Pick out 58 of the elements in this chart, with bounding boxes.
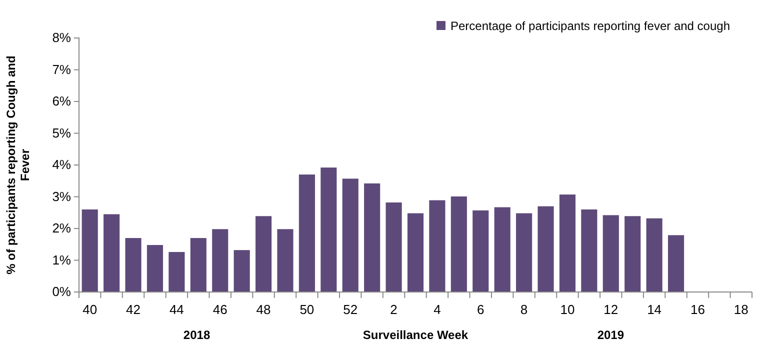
x-axis-title: Surveillance Week <box>362 328 468 342</box>
y-axis-title: % of participants reporting Cough and Fever <box>4 56 32 274</box>
bar <box>298 174 315 292</box>
bar <box>602 215 619 292</box>
bar <box>190 238 206 292</box>
bar <box>538 206 554 292</box>
bar <box>624 216 641 292</box>
bar <box>668 235 684 292</box>
bar <box>581 209 598 292</box>
x-tick-label: 50 <box>300 302 314 317</box>
x-tick-label: 8 <box>520 302 528 317</box>
y-tick-label: 5% <box>52 125 72 140</box>
bar <box>320 168 337 292</box>
y-tick-label: 8% <box>52 30 72 46</box>
y-tick-label: 4% <box>52 157 72 172</box>
y-tick-label: 3% <box>52 188 72 204</box>
x-tick-label: 10 <box>560 302 575 317</box>
x-tick-label: 46 <box>212 302 228 317</box>
bar <box>168 252 185 292</box>
bar <box>277 229 294 292</box>
bar <box>104 214 120 292</box>
bar <box>256 216 272 292</box>
y-tick-label: 6% <box>52 94 72 109</box>
x-tick-label: 52 <box>343 302 358 317</box>
x-tick-label: 14 <box>647 302 662 317</box>
x-tick-label: 4 <box>434 302 441 317</box>
bar <box>364 183 380 292</box>
bar <box>146 245 164 292</box>
x-tick-label: 6 <box>477 302 484 317</box>
bar <box>125 238 142 292</box>
x-tick-label: 18 <box>734 302 748 317</box>
x-tick-label: 16 <box>690 302 705 317</box>
y-tick-label: 7% <box>52 62 72 77</box>
bar <box>494 207 510 292</box>
x-tick-label: 12 <box>604 302 618 317</box>
bar <box>212 229 228 292</box>
bar <box>386 202 402 292</box>
y-tick-label: 1% <box>52 252 72 268</box>
x-tick-label: 2 <box>390 302 398 317</box>
bar <box>646 218 662 292</box>
bar <box>429 200 446 292</box>
bar <box>559 194 576 292</box>
x-tick-label: 48 <box>256 302 271 317</box>
bar <box>407 213 424 292</box>
text: 2019 <box>597 328 624 342</box>
bar <box>472 210 489 292</box>
y-tick-label: 0% <box>52 284 72 300</box>
x-tick-label: 40 <box>82 302 98 317</box>
x-tick-label: 42 <box>126 302 141 317</box>
legend-label: Percentage of participants reporting fever and cough <box>450 19 730 33</box>
bar <box>82 209 98 292</box>
text: 2018 <box>183 328 210 342</box>
bar <box>450 196 467 292</box>
bar <box>516 213 532 292</box>
x-tick-label: 44 <box>169 302 184 317</box>
y-tick-label: 2% <box>52 220 72 236</box>
bar <box>234 250 250 292</box>
bar <box>342 178 358 292</box>
